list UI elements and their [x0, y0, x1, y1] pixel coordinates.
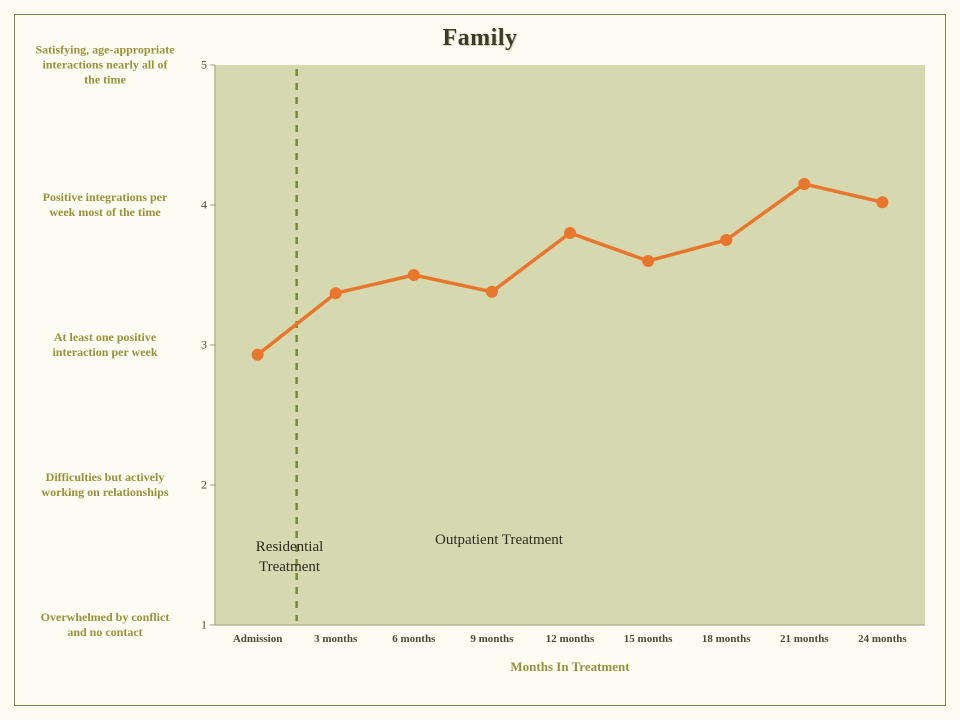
data-point — [408, 270, 419, 281]
data-point — [877, 197, 888, 208]
chart-svg — [15, 15, 947, 707]
page: Family 12345 Overwhelmed by conflict and… — [0, 0, 960, 720]
data-point — [252, 349, 263, 360]
phase-label: Outpatient Treatment — [399, 531, 599, 551]
data-point — [486, 286, 497, 297]
data-point — [565, 228, 576, 239]
data-point — [330, 288, 341, 299]
data-point — [643, 256, 654, 267]
series-line — [258, 184, 883, 355]
chart-frame: Family 12345 Overwhelmed by conflict and… — [14, 14, 946, 706]
data-point — [799, 179, 810, 190]
phase-label: ResidentialTreatment — [190, 538, 390, 577]
data-point — [721, 235, 732, 246]
